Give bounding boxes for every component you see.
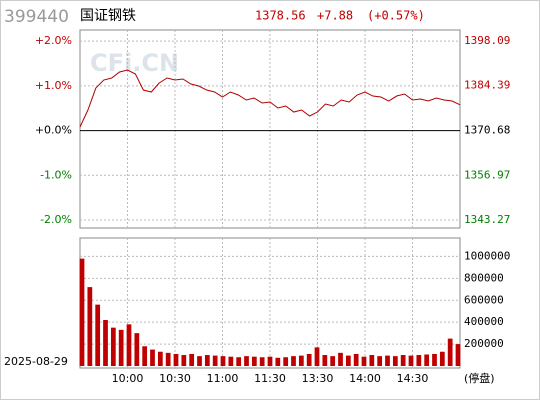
- price-change-pct: (+0.57%): [367, 9, 425, 23]
- volume-bar: [400, 355, 406, 366]
- volume-bar: [392, 356, 398, 366]
- volume-bar: [87, 287, 93, 366]
- volume-bar: [330, 356, 336, 366]
- volume-bar: [369, 355, 375, 366]
- volume-bar: [283, 357, 289, 366]
- volume-bar: [228, 356, 234, 366]
- volume-bar: [142, 346, 148, 366]
- volume-bar: [157, 351, 163, 366]
- volume-bar: [432, 353, 437, 366]
- volume-bar: [314, 347, 320, 366]
- x-tick-label: 11:00: [207, 372, 239, 385]
- last-price: 1378.56: [255, 9, 306, 23]
- volume-bar: [439, 351, 445, 366]
- y-tick-label: 800000: [464, 271, 504, 284]
- volume-bar: [455, 344, 461, 366]
- volume-bar: [447, 338, 453, 366]
- volume-bar: [353, 353, 359, 366]
- volume-bar: [306, 353, 312, 366]
- x-tick-label: 14:00: [349, 372, 381, 385]
- y-tick-label: -1.0%: [40, 168, 72, 181]
- volume-bar: [79, 258, 85, 366]
- volume-bar: [165, 352, 171, 366]
- volume-bar: [244, 356, 249, 366]
- y2-tick-label: 1356.97: [464, 168, 510, 181]
- volume-bar: [204, 355, 210, 366]
- volume-bar: [173, 353, 179, 366]
- volume-bar: [181, 355, 187, 366]
- volume-bar: [150, 349, 155, 366]
- x-tick-label: 14:30: [397, 372, 429, 385]
- volume-bar: [424, 354, 430, 366]
- price-line: [79, 69, 461, 128]
- volume-bar: [322, 355, 328, 366]
- y-tick-label: -2.0%: [40, 213, 72, 226]
- x-tick-label: 10:30: [159, 372, 191, 385]
- volume-bar: [345, 355, 351, 366]
- volume-bar: [377, 356, 383, 366]
- status-label: (停盘): [464, 371, 495, 385]
- volume-bar: [385, 355, 390, 366]
- y-tick-label: 600000: [464, 293, 504, 306]
- volume-bar: [95, 304, 101, 366]
- volume-bar: [212, 355, 218, 366]
- volume-bar: [236, 357, 242, 366]
- volume-bar: [220, 356, 226, 366]
- volume-bar: [298, 355, 304, 366]
- volume-bar: [361, 356, 367, 366]
- y-tick-label: +1.0%: [35, 79, 72, 92]
- volume-bar: [118, 329, 124, 366]
- y2-tick-label: 1343.27: [464, 213, 510, 226]
- volume-bar: [197, 356, 202, 366]
- y2-tick-label: 1384.39: [464, 79, 510, 92]
- volume-bar: [408, 355, 414, 366]
- y-tick-label: 400000: [464, 315, 504, 328]
- volume-bar: [110, 327, 116, 366]
- volume-bar: [259, 357, 265, 366]
- volume-bar: [291, 356, 296, 366]
- volume-bar: [189, 353, 195, 366]
- y-tick-label: 1000000: [464, 249, 510, 262]
- volume-bar: [134, 333, 140, 366]
- y2-tick-label: 1398.09: [464, 34, 510, 47]
- stock-code: 399440: [4, 7, 69, 27]
- watermark: CFi.CN: [90, 49, 179, 77]
- x-tick-label: 10:00: [112, 372, 144, 385]
- date-label: 2025-08-29: [4, 355, 68, 368]
- x-tick-label: 11:30: [254, 372, 286, 385]
- x-tick-label: 13:30: [302, 372, 334, 385]
- stock-name: 国证钢铁: [80, 8, 136, 24]
- volume-bar: [267, 356, 273, 366]
- y2-tick-label: 1370.68: [464, 124, 510, 137]
- y-tick-label: +2.0%: [35, 34, 72, 47]
- y-tick-label: 200000: [464, 337, 504, 350]
- volume-bar: [338, 352, 343, 366]
- volume-bar: [416, 355, 422, 366]
- volume-bar: [251, 356, 257, 366]
- volume-bar: [275, 357, 281, 366]
- price-change: +7.88: [317, 9, 353, 23]
- y-tick-label: +0.0%: [35, 124, 72, 137]
- volume-bar: [126, 324, 132, 366]
- volume-bar: [103, 319, 108, 366]
